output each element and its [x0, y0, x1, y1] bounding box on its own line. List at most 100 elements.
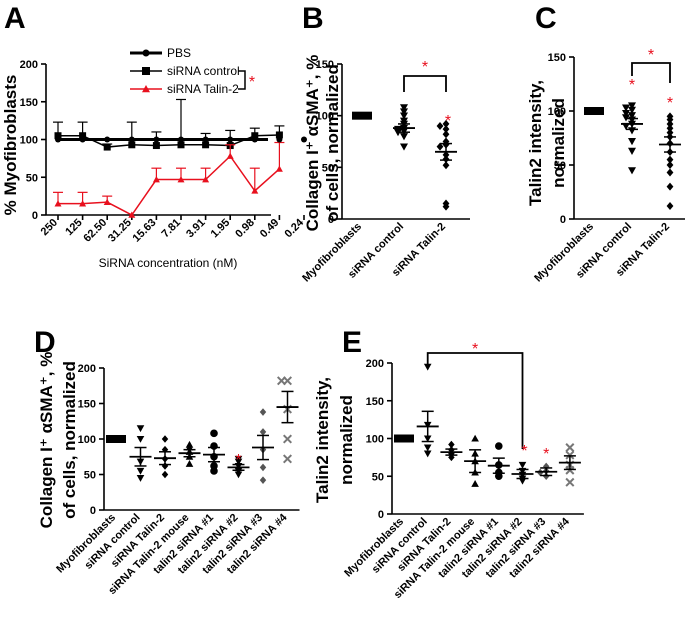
y-tick-label: 0	[32, 210, 38, 222]
group-3	[178, 440, 201, 467]
data-point	[666, 155, 674, 164]
data-point	[185, 460, 194, 467]
reference-bar	[106, 435, 126, 443]
data-point	[79, 132, 87, 140]
data-point	[423, 450, 432, 458]
y-tick-label: 50	[322, 162, 334, 174]
data-point	[666, 115, 674, 124]
panel-label: C	[535, 2, 557, 35]
x-tick-label: 250	[39, 217, 60, 238]
y-tick-label: 50	[372, 471, 384, 483]
data-point	[136, 467, 145, 475]
data-point	[495, 442, 503, 450]
y-tick-label: 100	[366, 434, 384, 446]
group-6	[535, 462, 558, 481]
series-0	[55, 136, 307, 143]
group-1	[129, 425, 152, 482]
data-point	[104, 136, 111, 143]
y-tick-label: 50	[26, 172, 38, 184]
group-0	[106, 435, 126, 443]
series-1	[53, 98, 285, 151]
legend-marker	[142, 49, 150, 57]
y-tick-label: 150	[316, 59, 334, 71]
data-point	[666, 128, 674, 137]
reference-bar	[394, 434, 414, 443]
group-6	[252, 408, 274, 484]
x-tick-label: 1.95	[209, 217, 233, 241]
data-point	[666, 161, 674, 169]
data-point	[226, 152, 234, 159]
significance-bracket	[426, 352, 524, 449]
y-tick-label: 200	[366, 358, 384, 370]
data-point	[128, 136, 135, 143]
y-tick-label: 0	[328, 214, 334, 226]
legend-label: siRNA Talin-2	[167, 82, 239, 96]
group-5	[227, 455, 250, 479]
x-tick-label: 3.91	[184, 217, 208, 241]
data-point	[178, 136, 184, 143]
y-tick-label: 200	[78, 363, 96, 375]
data-point	[436, 142, 444, 151]
data-point	[565, 477, 575, 487]
data-point	[400, 143, 408, 151]
data-point	[442, 119, 450, 128]
data-point	[495, 472, 503, 481]
series-line	[58, 134, 280, 148]
x-tick-label: 0.49	[258, 217, 282, 241]
reference-bar	[584, 107, 604, 115]
legend-marker	[142, 85, 150, 93]
panel-label: B	[302, 2, 324, 35]
group-0	[394, 434, 414, 443]
data-point	[400, 112, 408, 120]
data-point	[565, 443, 575, 453]
data-point	[227, 136, 234, 143]
significance-star: *	[472, 341, 478, 358]
data-point	[442, 202, 450, 211]
group-4	[487, 442, 510, 481]
legend-label: siRNA control	[167, 64, 240, 78]
group-0	[584, 107, 604, 115]
data-point	[400, 104, 408, 112]
y-tick-label: 100	[78, 434, 96, 446]
data-point	[210, 467, 218, 475]
group-4	[203, 429, 225, 475]
y-axis-label-line1: Collagen I⁺ αSMA⁺, %	[37, 352, 56, 529]
significance-star: *	[648, 47, 654, 64]
data-point	[442, 125, 450, 134]
data-point	[471, 434, 479, 442]
data-point	[275, 131, 283, 139]
group-5	[511, 461, 534, 485]
data-point	[442, 130, 450, 139]
y-tick-label: 50	[84, 470, 96, 482]
data-point	[161, 445, 169, 454]
panel-d: D 0 50 100 150 200 Collagen I⁺ αSMA⁺, % of cell…	[34, 326, 300, 597]
data-point	[177, 141, 185, 149]
group-7	[276, 376, 299, 464]
significance-bracket	[403, 75, 447, 92]
panel-label: E	[342, 326, 362, 359]
group-0	[352, 111, 372, 120]
significance-bracket	[631, 62, 671, 83]
y-axis-label-line2: of cells, normalized	[323, 64, 342, 222]
data-point	[400, 108, 408, 116]
y-tick-label: 150	[20, 97, 38, 109]
data-point	[161, 462, 169, 470]
data-point	[276, 136, 283, 143]
panel-label: A	[4, 2, 26, 35]
y-axis-label-line1: Talin2 intensity,	[313, 377, 332, 503]
data-point	[666, 202, 674, 211]
reference-bar	[352, 111, 372, 120]
legend: PBS siRNA control siRNA Talin-2 *	[130, 46, 255, 96]
data-point	[136, 425, 145, 433]
data-point	[542, 472, 550, 481]
x-tick-label: 15.63	[131, 217, 159, 245]
y-axis-label-line2: normalized	[549, 98, 568, 188]
data-point	[136, 435, 145, 443]
data-point	[628, 147, 636, 155]
series-2	[53, 141, 285, 218]
data-point	[448, 440, 455, 449]
group-2	[435, 119, 457, 211]
y-tick-label: 0	[378, 509, 384, 521]
